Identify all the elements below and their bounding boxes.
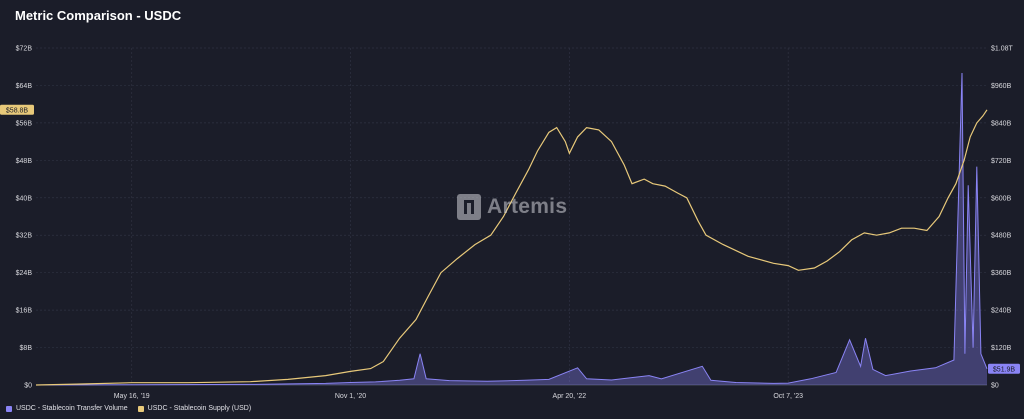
legend-item-transfer[interactable]: USDC - Stablecoin Transfer Volume bbox=[6, 405, 128, 412]
series-line-transfer-volume[interactable] bbox=[35, 72, 988, 386]
chart-title: Metric Comparison - USDC bbox=[15, 8, 182, 23]
y-left-tick-label: $40B bbox=[16, 195, 33, 202]
y-left-tick-label: $64B bbox=[16, 83, 33, 90]
y-right-tick-label: $720B bbox=[991, 158, 1012, 165]
series-line-stablecoin-supply[interactable] bbox=[35, 109, 988, 386]
artemis-logo-icon bbox=[457, 194, 481, 220]
legend-label-supply: USDC - Stablecoin Supply (USD) bbox=[147, 405, 252, 412]
y-right-tick-label: $0 bbox=[991, 383, 999, 390]
last-value-label-transfer: $51.9B bbox=[993, 366, 1016, 373]
y-left-tick-label: $32B bbox=[16, 233, 33, 240]
chart-legend: USDC - Stablecoin Transfer Volume USDC -… bbox=[6, 405, 251, 412]
watermark-text: Artemis bbox=[487, 195, 568, 218]
x-tick-label: Apr 20, '22 bbox=[553, 393, 587, 400]
y-right-tick-label: $1.08T bbox=[991, 46, 1014, 53]
legend-label-transfer: USDC - Stablecoin Transfer Volume bbox=[16, 405, 128, 412]
y-left-tick-label: $24B bbox=[16, 270, 33, 277]
artemis-watermark: Artemis bbox=[457, 194, 567, 220]
last-value-badge-transfer bbox=[988, 363, 1020, 374]
y-right-tick-label: $840B bbox=[991, 120, 1012, 127]
y-left-tick-label: $0 bbox=[24, 383, 32, 390]
y-right-tick-label: $120B bbox=[991, 345, 1012, 352]
legend-item-supply[interactable]: USDC - Stablecoin Supply (USD) bbox=[137, 405, 252, 412]
last-value-label-supply: $58.8B bbox=[6, 107, 29, 114]
y-right-tick-label: $960B bbox=[991, 83, 1012, 90]
y-left-tick-label: $56B bbox=[16, 120, 33, 127]
last-value-badge-supply bbox=[0, 104, 34, 115]
series-area-transfer-volume bbox=[36, 73, 987, 385]
y-left-tick-label: $48B bbox=[16, 158, 33, 165]
y-left-tick-label: $16B bbox=[16, 308, 33, 315]
y-right-tick-label: $240B bbox=[991, 308, 1012, 315]
y-right-tick-label: $360B bbox=[991, 270, 1012, 277]
x-tick-label: Nov 1, '20 bbox=[335, 393, 366, 400]
y-left-tick-label: $8B bbox=[20, 345, 33, 352]
legend-swatch-transfer bbox=[6, 405, 12, 412]
x-tick-label: May 16, '19 bbox=[114, 393, 150, 400]
y-left-tick-label: $72B bbox=[16, 46, 33, 53]
legend-swatch-supply bbox=[137, 405, 144, 412]
x-tick-label: Oct 7, '23 bbox=[773, 393, 803, 400]
y-right-tick-label: $480B bbox=[991, 233, 1012, 240]
y-right-tick-label: $600B bbox=[991, 195, 1012, 202]
